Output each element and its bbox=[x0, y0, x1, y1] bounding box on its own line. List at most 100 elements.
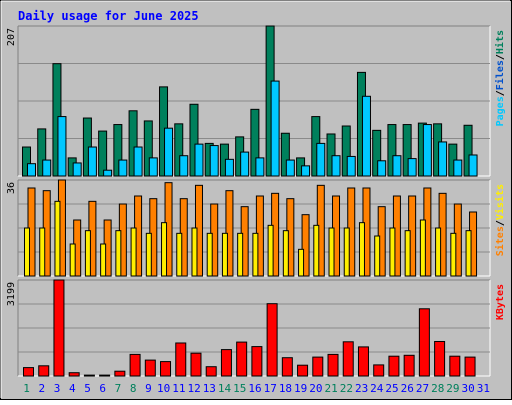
bar-sites bbox=[343, 227, 350, 277]
y-max-label-2: 36 bbox=[6, 182, 17, 194]
bar-kbytes bbox=[99, 374, 111, 377]
bar-hits bbox=[174, 123, 184, 177]
bar-files bbox=[301, 165, 311, 177]
bar-sites bbox=[115, 230, 122, 277]
bar-files bbox=[240, 151, 250, 177]
series-axis-label-part: Hits bbox=[494, 30, 506, 54]
bar-sites bbox=[84, 230, 91, 277]
bar-hits bbox=[463, 124, 473, 177]
bar-sites bbox=[450, 232, 457, 277]
bar-files bbox=[270, 80, 280, 177]
bar-files bbox=[316, 142, 326, 177]
x-tick-label: 21 bbox=[325, 382, 338, 395]
bar-sites bbox=[100, 243, 107, 277]
series-axis-label-part: / bbox=[495, 220, 506, 226]
x-tick-label: 17 bbox=[264, 382, 277, 395]
series-axis-label-part: Pages bbox=[495, 96, 506, 126]
bar-kbytes bbox=[251, 346, 263, 377]
x-tick-label: 14 bbox=[218, 382, 232, 395]
x-tick-label: 6 bbox=[99, 382, 106, 395]
bar-files bbox=[438, 141, 448, 177]
bar-files bbox=[72, 162, 82, 177]
bar-hits bbox=[113, 124, 123, 177]
bar-kbytes bbox=[403, 354, 415, 377]
bar-sites bbox=[465, 230, 472, 277]
bar-files bbox=[164, 127, 174, 177]
bar-sites bbox=[328, 227, 335, 277]
bar-files bbox=[422, 124, 432, 177]
bar-kbytes bbox=[220, 349, 232, 377]
bar-kbytes bbox=[373, 364, 385, 377]
bar-kbytes bbox=[312, 356, 324, 377]
bar-kbytes bbox=[327, 353, 339, 377]
bar-sites bbox=[24, 227, 30, 277]
bar-kbytes bbox=[160, 361, 172, 377]
x-tick-label: 29 bbox=[446, 382, 459, 395]
bar-hits bbox=[326, 133, 336, 177]
bar-files bbox=[468, 154, 478, 177]
x-tick-label: 22 bbox=[340, 382, 353, 395]
bar-sites bbox=[389, 227, 396, 277]
bar-kbytes bbox=[266, 303, 278, 377]
bar-sites bbox=[54, 200, 61, 277]
bar-files bbox=[224, 158, 234, 177]
bar-files bbox=[57, 116, 67, 177]
chart-title: Daily usage for June 2025 bbox=[18, 9, 199, 23]
bar-visits bbox=[301, 214, 310, 277]
bar-hits bbox=[37, 128, 47, 177]
bar-files bbox=[179, 155, 189, 177]
x-tick-label: 27 bbox=[416, 382, 429, 395]
x-tick-label: 11 bbox=[172, 382, 185, 395]
bar-hits bbox=[387, 124, 397, 177]
bar-hits bbox=[22, 146, 31, 177]
series-axis-label-part: / bbox=[495, 54, 506, 60]
x-tick-label: 28 bbox=[431, 382, 444, 395]
x-tick-label: 26 bbox=[401, 382, 414, 395]
x-tick-label: 24 bbox=[370, 382, 384, 395]
bar-kbytes bbox=[175, 342, 187, 377]
bar-kbytes bbox=[53, 279, 65, 377]
bar-sites bbox=[237, 232, 244, 277]
bar-hits bbox=[143, 120, 153, 177]
bar-hits bbox=[280, 132, 290, 177]
bar-kbytes bbox=[236, 341, 248, 377]
bar-hits bbox=[98, 130, 108, 177]
bar-kbytes bbox=[144, 359, 156, 377]
bar-files bbox=[361, 95, 371, 177]
x-tick-label: 16 bbox=[248, 382, 261, 395]
bar-sites bbox=[282, 230, 289, 277]
x-tick-label: 15 bbox=[233, 382, 246, 395]
bar-kbytes bbox=[449, 355, 461, 377]
bar-kbytes bbox=[357, 346, 369, 377]
x-tick-label: 4 bbox=[69, 382, 76, 395]
bar-sites bbox=[358, 222, 365, 277]
bar-files bbox=[392, 155, 402, 177]
bar-sites bbox=[176, 232, 183, 277]
series-axis-label-part: KBytes bbox=[495, 284, 506, 320]
bar-kbytes bbox=[114, 370, 126, 377]
bar-files bbox=[87, 146, 97, 177]
bar-files bbox=[27, 163, 36, 177]
bar-sites bbox=[206, 232, 213, 277]
bar-sites bbox=[69, 243, 76, 277]
bar-kbytes bbox=[23, 367, 34, 377]
series-axis-label-2: Sites/Visits bbox=[494, 184, 506, 256]
x-tick-label: 2 bbox=[39, 382, 46, 395]
bar-hits bbox=[341, 125, 351, 177]
x-tick-label: 12 bbox=[187, 382, 200, 395]
y-max-label-1: 207 bbox=[6, 28, 17, 46]
series-axis-label-part: / bbox=[495, 90, 506, 96]
bar-sites bbox=[435, 227, 442, 277]
bar-kbytes bbox=[464, 356, 476, 377]
bar-kbytes bbox=[205, 366, 217, 377]
bar-files bbox=[194, 143, 204, 177]
bar-hits bbox=[128, 110, 138, 177]
x-tick-label: 18 bbox=[279, 382, 292, 395]
bar-files bbox=[209, 145, 219, 177]
bar-sites bbox=[252, 232, 259, 277]
bar-sites bbox=[191, 227, 198, 277]
bar-hits bbox=[372, 129, 382, 177]
bar-kbytes bbox=[68, 372, 80, 377]
